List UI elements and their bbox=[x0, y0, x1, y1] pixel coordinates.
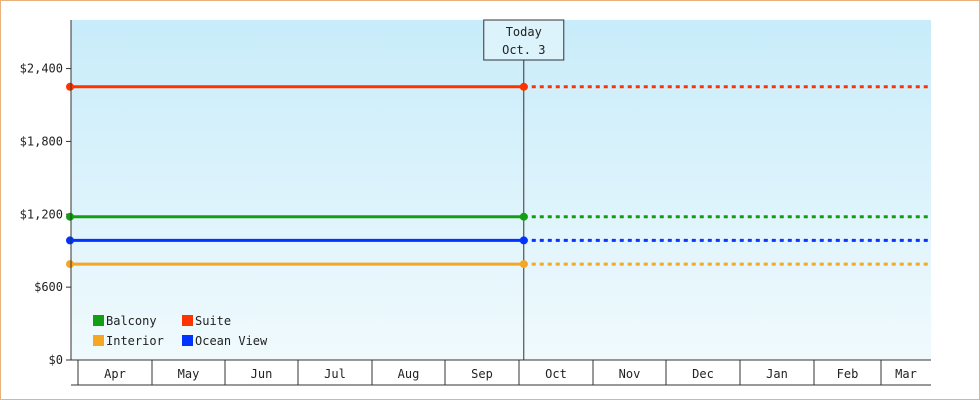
series-lines bbox=[66, 82, 931, 269]
balcony-legend-label: Balcony bbox=[106, 314, 157, 328]
x-tick-label: Oct bbox=[545, 367, 567, 381]
interior-legend-label: Interior bbox=[106, 334, 164, 348]
balcony-today-point bbox=[519, 212, 528, 221]
y-tick-label: $1,800 bbox=[20, 134, 63, 148]
plot-area bbox=[71, 20, 931, 360]
ocean-view-legend-swatch bbox=[182, 335, 193, 346]
ocean-view-start-point bbox=[66, 236, 74, 245]
y-ticks: $0 $600 $1,200 $1,800 $2,400 bbox=[20, 62, 71, 367]
balcony-start-point bbox=[66, 212, 74, 221]
balcony-legend-swatch bbox=[93, 315, 104, 326]
x-axis: Apr May Jun Jul Aug Sep Oct Nov Dec Jan Feb Mar bbox=[71, 359, 931, 386]
x-tick-label: Apr bbox=[104, 367, 126, 381]
today-box bbox=[483, 19, 565, 61]
x-tick-label: Nov bbox=[619, 367, 641, 381]
today-date: Oct. 3 bbox=[502, 43, 545, 57]
interior-today-point bbox=[519, 260, 528, 269]
legend: Balcony Suite Interior Ocean View bbox=[93, 314, 268, 348]
x-tick-label: May bbox=[178, 367, 200, 381]
x-tick-label: Sep bbox=[471, 367, 493, 381]
today-marker: Today Oct. 3 bbox=[483, 19, 565, 360]
x-tick-label: Jul bbox=[324, 367, 346, 381]
suite-legend-swatch bbox=[182, 315, 193, 326]
y-tick-label: $1,200 bbox=[20, 207, 63, 221]
y-tick-label: $0 bbox=[49, 353, 63, 367]
suite-legend-label: Suite bbox=[195, 314, 231, 328]
y-tick-label: $600 bbox=[34, 280, 63, 294]
x-tick-label: Mar bbox=[895, 367, 917, 381]
interior-legend-swatch bbox=[93, 335, 104, 346]
x-tick-label: Dec bbox=[692, 367, 714, 381]
ocean-view-legend-label: Ocean View bbox=[195, 334, 268, 348]
x-tick-label: Feb bbox=[837, 367, 859, 381]
today-label: Today bbox=[506, 25, 542, 39]
x-tick-label: Aug bbox=[398, 367, 420, 381]
x-tick-label: Jun bbox=[251, 367, 273, 381]
ocean-view-today-point bbox=[519, 236, 528, 245]
y-tick-label: $2,400 bbox=[20, 62, 63, 76]
suite-start-point bbox=[66, 82, 74, 91]
interior-start-point bbox=[66, 260, 74, 269]
suite-today-point bbox=[519, 82, 528, 91]
x-tick-label: Jan bbox=[766, 367, 788, 381]
